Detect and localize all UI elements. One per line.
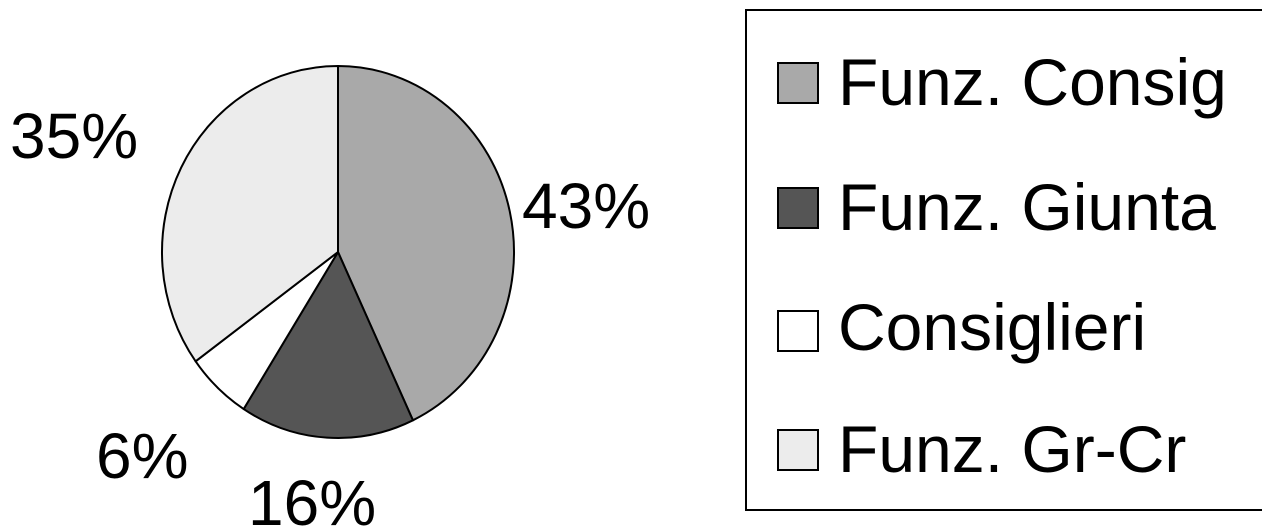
legend-entry-funz-consig: Funz. Consig (777, 45, 1227, 119)
legend-entry-funz-giunta: Funz. Giunta (777, 170, 1216, 244)
legend-swatch-funz-consig (777, 62, 819, 104)
legend-label-funz-gr-cr: Funz. Gr-Cr (838, 412, 1186, 486)
slice-label-funz-gr-cr: 35% (10, 100, 138, 172)
legend-frame (745, 9, 1262, 511)
pie-slice-funz-consig (337, 65, 515, 422)
legend-swatch-consiglieri (777, 310, 819, 352)
percent-labels: 43% 16% 6% 35% (10, 100, 650, 531)
legend: Funz. Consig Funz. Giunta Consiglieri Fu… (745, 9, 1262, 511)
pie-slice-funz-gr-cr (161, 65, 339, 363)
pie-plot-area (161, 65, 515, 439)
slice-label-funz-consig: 43% (522, 170, 650, 242)
legend-swatch-funz-gr-cr (777, 429, 819, 471)
legend-entry-funz-gr-cr: Funz. Gr-Cr (777, 412, 1186, 486)
slice-label-funz-giunta: 16% (248, 467, 376, 531)
legend-swatch-funz-giunta (777, 187, 819, 229)
legend-label-funz-giunta: Funz. Giunta (838, 170, 1216, 244)
slice-label-consiglieri: 6% (96, 420, 189, 492)
pie-slice-funz-giunta (242, 251, 414, 439)
legend-entry-consiglieri: Consiglieri (777, 290, 1146, 364)
legend-label-consiglieri: Consiglieri (838, 290, 1146, 364)
legend-label-funz-consig: Funz. Consig (838, 45, 1227, 119)
